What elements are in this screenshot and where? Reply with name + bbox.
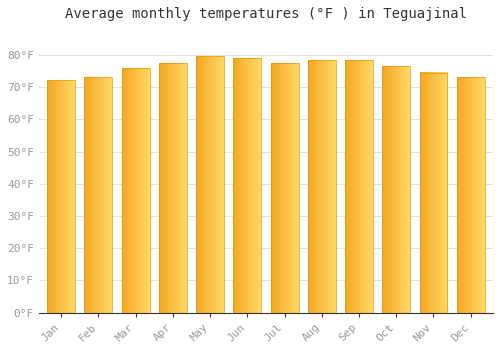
Bar [47, 80, 75, 313]
Bar [122, 68, 150, 313]
Bar [345, 60, 373, 313]
Bar [196, 56, 224, 313]
Bar [382, 66, 410, 313]
Bar [420, 72, 448, 313]
Bar [84, 77, 112, 313]
Bar [159, 63, 187, 313]
Bar [270, 63, 298, 313]
Bar [234, 58, 262, 313]
Bar [308, 60, 336, 313]
Title: Average monthly temperatures (°F ) in Teguajinal: Average monthly temperatures (°F ) in Te… [65, 7, 467, 21]
Bar [457, 77, 484, 313]
